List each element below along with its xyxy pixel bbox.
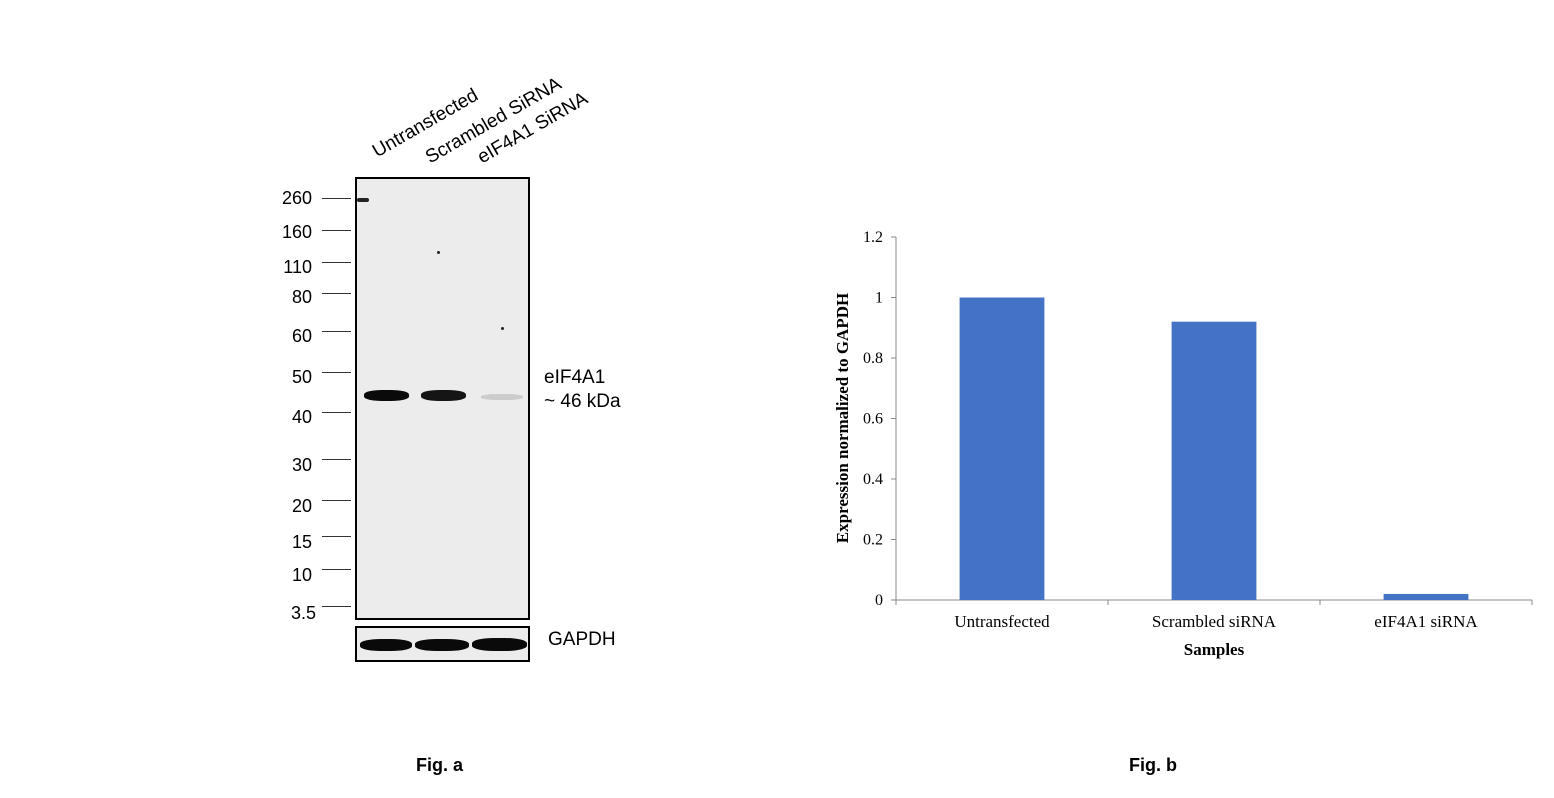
bar: [959, 297, 1045, 600]
y-tick-label: 0: [875, 592, 883, 609]
x-tick-label: Untransfected: [954, 612, 1050, 631]
x-tick-label: Scrambled siRNA: [1152, 612, 1277, 631]
blot-artifact: [357, 198, 369, 202]
mw-marker: 60: [291, 326, 312, 346]
y-tick-label: 0.2: [863, 532, 883, 549]
western-blot-gapdh: [355, 626, 530, 662]
bar: [1383, 593, 1469, 600]
mw-tick: [322, 500, 351, 501]
blot-band-gapdh-lane-1: [360, 639, 412, 651]
mw-marker: 50: [291, 367, 312, 387]
blot-artifact: [437, 251, 440, 254]
mw-tick: [322, 569, 351, 570]
bars: [959, 297, 1469, 600]
mw-tick: [322, 230, 351, 231]
x-axis-title: Samples: [1184, 640, 1245, 659]
y-tick-label: 0.8: [863, 350, 883, 367]
bar-chart: 0 0.2 0.4 0.6 0.8 1 1.2 Untransfected Scrambled…: [833, 229, 1533, 659]
y-tick-label: 1.2: [863, 229, 883, 246]
x-axis: [895, 599, 1533, 605]
x-ticks: [895, 600, 1533, 605]
mw-marker: 110: [283, 257, 312, 277]
western-blot-main: [355, 177, 530, 620]
blot-band-eif4a1-lane-2: [421, 390, 466, 401]
figure-a-caption: Fig. a: [416, 755, 464, 775]
bar: [1171, 321, 1257, 600]
x-tick-label: eIF4A1 siRNA: [1374, 612, 1478, 631]
mw-tick: [322, 459, 351, 460]
mw-tick: [322, 606, 351, 607]
y-ticks: 0 0.2 0.4 0.6 0.8 1 1.2: [863, 229, 896, 609]
mw-tick: [322, 262, 351, 263]
blot-band-eif4a1-lane-1: [364, 390, 409, 401]
y-tick-label: 0.6: [863, 411, 883, 428]
mw-marker: 10: [291, 565, 312, 585]
x-tick-labels: Untransfected Scrambled siRNA eIF4A1 siRNA: [954, 612, 1478, 631]
y-tick-label: 1: [875, 290, 883, 307]
loading-control-label: GAPDH: [548, 629, 616, 650]
mw-tick: [322, 536, 351, 537]
mw-marker: 20: [291, 496, 312, 516]
target-protein-label: eIF4A1: [544, 367, 606, 388]
blot-band-gapdh-lane-2: [415, 639, 469, 651]
mw-marker: 160: [281, 222, 312, 242]
mw-marker: 80: [291, 287, 312, 307]
mw-tick: [322, 331, 351, 332]
mw-tick: [322, 372, 351, 373]
mw-marker: 30: [291, 455, 312, 475]
mw-marker: 40: [291, 407, 312, 427]
target-protein-size: ~ 46 kDa: [544, 391, 621, 412]
mw-marker: 3.5: [290, 603, 316, 623]
blot-band-eif4a1-lane-3: [481, 394, 523, 400]
mw-tick: [322, 293, 351, 294]
mw-tick: [322, 198, 351, 199]
blot-artifact: [501, 327, 504, 330]
figure-b-caption: Fig. b: [1129, 755, 1177, 775]
y-axis: 0 0.2 0.4 0.6 0.8 1 1.2: [863, 229, 897, 609]
mw-tick: [322, 412, 351, 413]
y-tick-label: 0.4: [863, 471, 883, 488]
mw-marker: 15: [291, 532, 312, 552]
blot-band-gapdh-lane-3: [472, 638, 527, 651]
y-axis-title: Expression normalized to GAPDH: [833, 293, 852, 543]
mw-marker: 260: [281, 188, 312, 208]
